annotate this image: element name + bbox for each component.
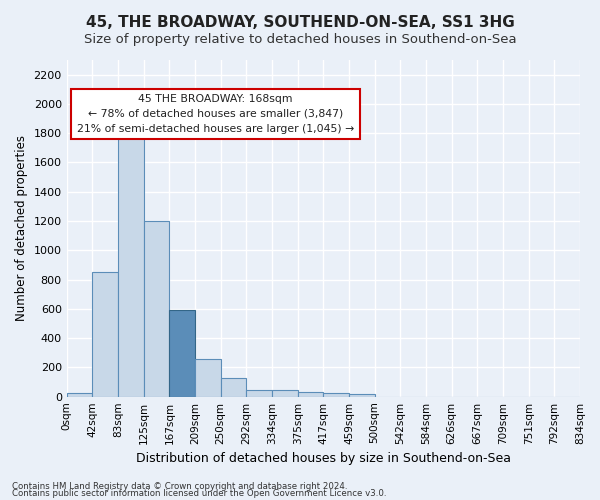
Text: 45, THE BROADWAY, SOUTHEND-ON-SEA, SS1 3HG: 45, THE BROADWAY, SOUTHEND-ON-SEA, SS1 3… [86, 15, 514, 30]
Bar [143, 221, 169, 396]
Bar [323, 393, 349, 396]
Text: Size of property relative to detached houses in Southend-on-Sea: Size of property relative to detached ho… [83, 32, 517, 46]
Bar [67, 393, 92, 396]
Bar [169, 310, 195, 396]
Bar [298, 392, 323, 396]
Bar [221, 378, 247, 396]
Bar [92, 272, 118, 396]
Text: Contains HM Land Registry data © Crown copyright and database right 2024.: Contains HM Land Registry data © Crown c… [12, 482, 347, 491]
Text: Contains public sector information licensed under the Open Government Licence v3: Contains public sector information licen… [12, 490, 386, 498]
X-axis label: Distribution of detached houses by size in Southend-on-Sea: Distribution of detached houses by size … [136, 452, 511, 465]
Text: 45 THE BROADWAY: 168sqm
← 78% of detached houses are smaller (3,847)
21% of semi: 45 THE BROADWAY: 168sqm ← 78% of detache… [77, 94, 354, 134]
Bar [349, 394, 374, 396]
Y-axis label: Number of detached properties: Number of detached properties [15, 136, 28, 322]
Bar [272, 390, 298, 396]
Bar [118, 133, 143, 396]
Bar [195, 360, 221, 397]
Bar [247, 390, 272, 396]
